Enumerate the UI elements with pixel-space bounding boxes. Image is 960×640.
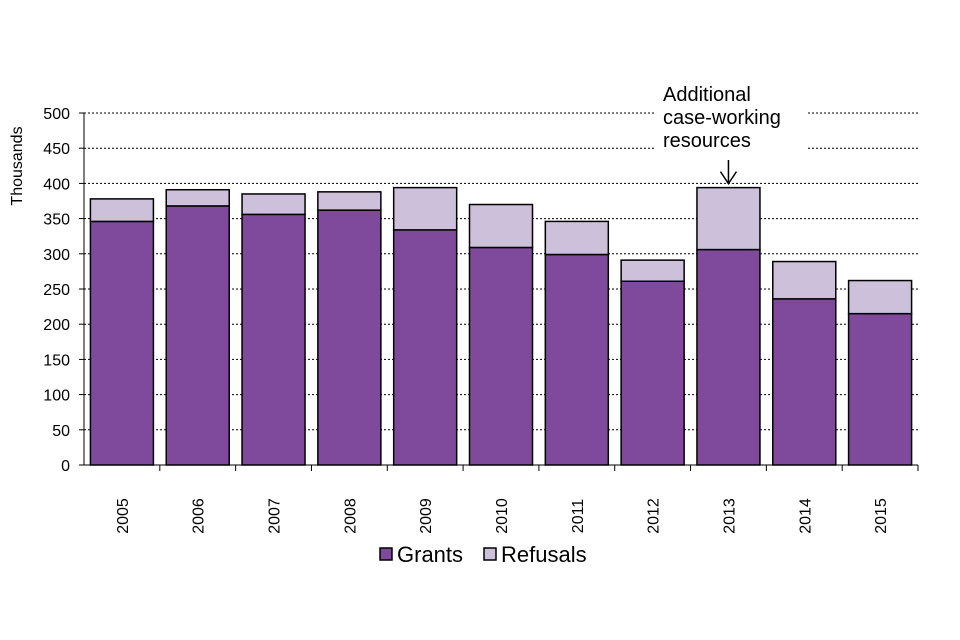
- bar-refusals-2010: [468, 203, 534, 249]
- x-tick-label: 2008: [342, 498, 359, 534]
- legend-label-refusals: Refusals: [501, 542, 587, 567]
- y-axis-label: Thousands: [9, 126, 26, 205]
- bar-grants-2014: [772, 298, 837, 466]
- y-tick-label: 350: [43, 212, 70, 229]
- x-tick-label: 2009: [418, 498, 435, 534]
- bar-grants-2011: [544, 253, 610, 466]
- y-tick-label: 400: [43, 176, 70, 193]
- bar-grants-2009: [392, 229, 458, 466]
- bar-refusals-2012: [620, 259, 685, 283]
- bars: [89, 186, 913, 466]
- y-tick-label: 50: [52, 423, 70, 440]
- legend-swatch-grants: [379, 547, 393, 561]
- x-tick-label: 2014: [797, 498, 814, 534]
- y-tick-label: 450: [43, 141, 70, 158]
- legend-label-grants: Grants: [397, 542, 463, 567]
- annotation-text-line: resources: [663, 130, 751, 152]
- bar-refusals-2007: [241, 193, 306, 216]
- bar-grants-2006: [165, 205, 230, 466]
- bar-refusals-2011: [544, 220, 610, 256]
- annotation-background: [656, 80, 806, 156]
- x-tick-label: 2005: [115, 498, 132, 534]
- y-tick-labels: 0 50 100 150 200 250 300 350 400 450 500: [43, 106, 84, 475]
- x-tick-labels: 2005 2006 2007 2008 2009 2010 2011 2012 2013 2014…: [115, 465, 919, 534]
- bar-refusals-2013: [696, 186, 761, 251]
- bar-refusals-2009: [392, 186, 458, 231]
- bar-grants-2007: [241, 213, 306, 466]
- annotation-arrow-head: [719, 171, 738, 185]
- bar-refusals-2015: [847, 279, 913, 315]
- bar-grants-2010: [468, 246, 534, 466]
- x-tick-label: 2012: [646, 498, 663, 534]
- bar-refusals-2014: [772, 260, 837, 300]
- y-tick-label: 200: [43, 317, 70, 334]
- y-tick-label: 300: [43, 247, 70, 264]
- legend: Grants Refusals: [379, 542, 587, 567]
- bar-grants-2008: [317, 209, 382, 466]
- bar-refusals-2005: [89, 198, 155, 223]
- y-tick-label: 0: [61, 458, 70, 475]
- bar-refusals-2006: [165, 188, 230, 207]
- bar-grants-2015: [847, 312, 913, 466]
- annotation-text-line: case-working: [663, 107, 781, 129]
- x-tick-label: 2006: [191, 498, 208, 534]
- bar-grants-2005: [89, 220, 155, 466]
- x-tick-label: 2007: [267, 498, 284, 534]
- x-tick-label: 2010: [494, 498, 511, 534]
- x-tick-label: 2011: [570, 499, 587, 534]
- x-tick-label: 2015: [873, 498, 890, 534]
- y-tick-label: 500: [43, 106, 70, 123]
- y-tick-label: 250: [43, 282, 70, 299]
- bar-refusals-2008: [317, 191, 382, 211]
- bar-grants-2012: [620, 280, 685, 466]
- annotation-text-line: Additional: [663, 84, 751, 106]
- y-tick-label: 100: [43, 388, 70, 405]
- x-tick-label: 2013: [721, 498, 738, 534]
- bar-grants-2013: [696, 248, 761, 466]
- legend-swatch-refusals: [483, 547, 497, 561]
- y-tick-label: 150: [43, 352, 70, 369]
